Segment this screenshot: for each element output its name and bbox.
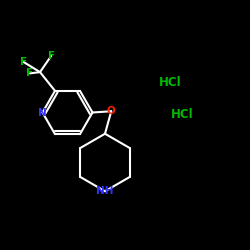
Text: O: O	[107, 106, 116, 116]
Text: NH: NH	[96, 186, 114, 196]
Text: F: F	[48, 51, 55, 61]
Text: F: F	[20, 57, 27, 67]
Text: F: F	[26, 68, 34, 78]
Text: HCl: HCl	[159, 76, 181, 89]
Text: N: N	[38, 108, 47, 118]
Text: HCl: HCl	[171, 108, 194, 122]
